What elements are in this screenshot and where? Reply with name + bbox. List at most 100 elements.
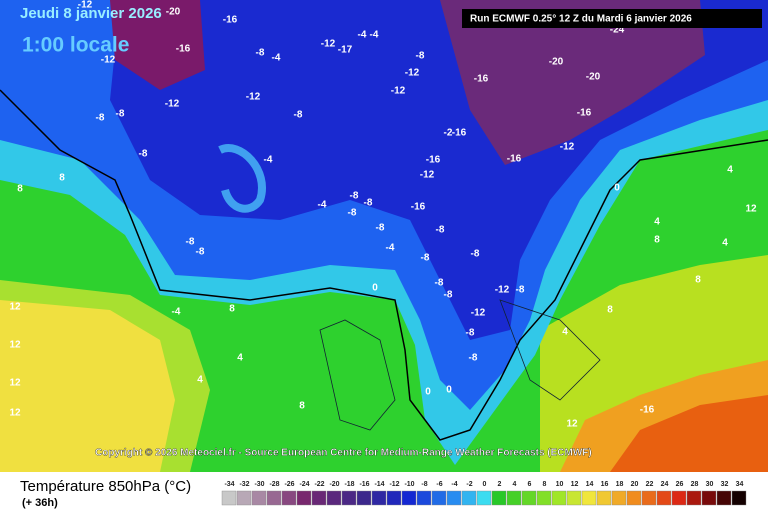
scale-swatch: [446, 490, 462, 506]
scale-label: 20: [631, 481, 639, 488]
contour-label: -12: [495, 285, 510, 296]
contour-label: -16: [640, 405, 655, 416]
scale-label: 30: [706, 481, 714, 488]
contour-label: 12: [9, 408, 21, 419]
warm-zone: [610, 395, 768, 472]
contour-label: 0: [614, 183, 620, 194]
scale-label: -26: [284, 481, 294, 488]
scale-swatch: [341, 490, 357, 506]
contour-label: -8: [416, 51, 425, 62]
scale-label: -18: [344, 481, 354, 488]
contour-label: -12: [321, 39, 336, 50]
scale-swatch: [476, 490, 492, 506]
scale-label: -30: [254, 481, 264, 488]
contour-label: 4: [654, 217, 660, 228]
contour-label: -16: [507, 154, 522, 165]
contour-label: -16: [452, 128, 467, 139]
scale-label: -20: [329, 481, 339, 488]
scale-swatch: [251, 490, 267, 506]
scale-label: 32: [721, 481, 729, 488]
scale-swatch: [371, 490, 387, 506]
contour-label: -16: [577, 108, 592, 119]
scale-swatch: [521, 490, 537, 506]
contour-label: 12: [9, 340, 21, 351]
warm-zone: [0, 300, 175, 472]
contour-label: 12: [9, 302, 21, 313]
contour-label: -4: [272, 53, 281, 64]
scale-label: 10: [556, 481, 564, 488]
scale-swatch: [656, 490, 672, 506]
contour-label: -8: [348, 208, 357, 219]
contour-label: -8: [516, 285, 525, 296]
scale-swatch: [581, 490, 597, 506]
scale-swatch: [266, 490, 282, 506]
contour-label: 8: [229, 304, 235, 315]
contour-label: 8: [59, 173, 65, 184]
contour-label: 12: [745, 204, 757, 215]
scale-label: -6: [436, 481, 442, 488]
contour-label: -8: [350, 191, 359, 202]
time: 1:00 locale: [22, 34, 129, 57]
scale-swatch: [296, 490, 312, 506]
contour-label: -20: [166, 7, 181, 18]
contour-label: -16: [411, 202, 426, 213]
scale-swatch: [281, 490, 297, 506]
contour-label: -2: [444, 128, 453, 139]
contour-label: -12: [405, 68, 420, 79]
scale-swatch: [716, 490, 732, 506]
contour-label: -12: [391, 86, 406, 97]
contour-label: -8: [364, 198, 373, 209]
contour-labels: -12-20-16-16-12-8 -4-12-17-4 -4-8-12-24-20…: [9, 0, 757, 430]
contour-label: 8: [299, 401, 305, 412]
scale-label: -16: [359, 481, 369, 488]
scale-label: 2: [498, 481, 502, 488]
contour-label: -12: [246, 92, 261, 103]
scale-label: -32: [239, 481, 249, 488]
contour-label: -12: [101, 55, 116, 66]
scale-label: -12: [389, 481, 399, 488]
scale-label: -4: [451, 481, 457, 488]
scale-label: 8: [543, 481, 547, 488]
coastline: [319, 299, 601, 431]
scale-swatch: [596, 490, 612, 506]
contour-label: -8: [96, 113, 105, 124]
contour-label: -4: [386, 243, 395, 254]
scale-swatch: [506, 490, 522, 506]
contour-label: 12: [9, 378, 21, 389]
scale-label: 34: [736, 481, 744, 488]
contour-label: -8: [186, 237, 195, 248]
contour-label: 8: [17, 184, 23, 195]
contour-label: 0: [425, 387, 431, 398]
scale-swatch: [611, 490, 627, 506]
contour-label: -8: [466, 328, 475, 339]
scale-swatch: [686, 490, 702, 506]
scale-swatch: [356, 490, 372, 506]
contour-label: -12: [165, 99, 180, 110]
very-cold-zone: [440, 0, 705, 165]
contour-label: 0: [372, 283, 378, 294]
scale-label: 22: [646, 481, 654, 488]
scale-label: 16: [601, 481, 609, 488]
contour-label: -16: [426, 155, 441, 166]
contour-label: 4: [722, 238, 728, 249]
scale-label: -2: [466, 481, 472, 488]
color-scale: -34 -32 -30 -28 -26 -24 -22 -20 -18 -16 -14 -12 -10-…: [221, 481, 747, 506]
run-box: [462, 9, 762, 28]
scale-swatch: [566, 490, 582, 506]
contour-label: 0: [446, 385, 452, 396]
contour-label: -12: [420, 170, 435, 181]
copyright: Copyright © 2026 Meteociel.fr - Source E…: [95, 448, 592, 459]
contour-label: -8: [139, 149, 148, 160]
scale-swatch: [326, 490, 342, 506]
scale-swatch: [671, 490, 687, 506]
scale-swatch: [416, 490, 432, 506]
scale-swatch: [386, 490, 402, 506]
scale-label: -24: [299, 481, 309, 488]
scale-swatch: [641, 490, 657, 506]
scale-label: -10: [404, 481, 414, 488]
scale-label: 14: [586, 481, 594, 488]
contour-label: -8: [444, 290, 453, 301]
scale-swatch: [536, 490, 552, 506]
contour-label: -8: [116, 109, 125, 120]
contour-label: -4: [264, 155, 273, 166]
